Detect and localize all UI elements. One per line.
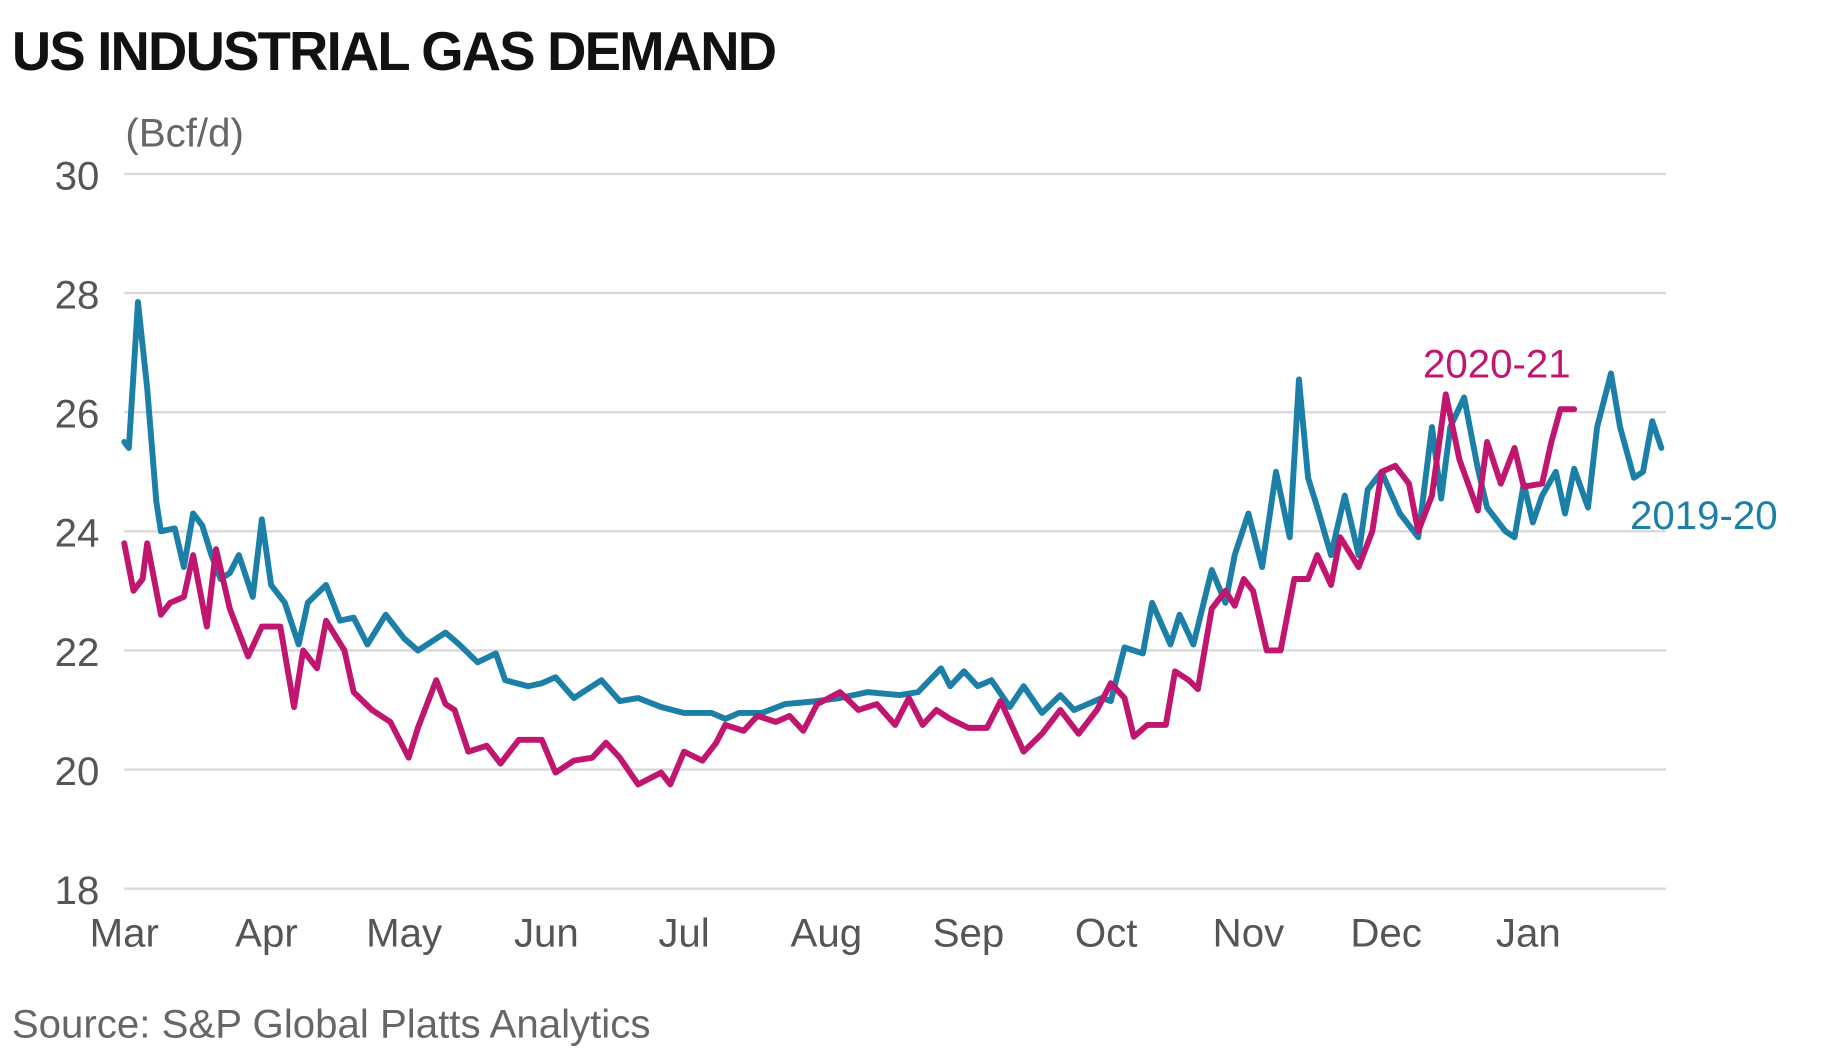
chart-title: US INDUSTRIAL GAS DEMAND — [12, 21, 775, 82]
y-tick-label: 18 — [55, 868, 100, 913]
x-tick-label: Dec — [1350, 911, 1422, 956]
x-tick-label: Sep — [933, 911, 1005, 956]
x-tick-label: Nov — [1213, 911, 1285, 956]
x-tick-label: Aug — [791, 911, 863, 956]
y-tick-label: 30 — [55, 153, 100, 198]
x-tick-label: Jun — [514, 911, 579, 956]
x-tick-label: Jul — [658, 911, 709, 956]
x-tick-label: Oct — [1075, 911, 1138, 956]
y-tick-label: 22 — [55, 630, 100, 675]
x-tick-label: Apr — [235, 911, 298, 956]
series-line — [121, 299, 1665, 722]
series-label: 2019-20 — [1630, 493, 1778, 538]
y-tick-label: 26 — [55, 392, 100, 437]
x-tick-label: May — [366, 911, 443, 956]
series-label: 2020-21 — [1423, 341, 1571, 386]
y-tick-label: 20 — [55, 749, 100, 794]
y-tick-label: 28 — [55, 272, 100, 317]
series-line — [121, 391, 1578, 788]
x-tick-label: Mar — [90, 911, 159, 956]
y-axis-label: (Bcf/d) — [125, 111, 243, 156]
y-tick-label: 24 — [55, 511, 100, 556]
x-tick-label: Jan — [1496, 911, 1561, 956]
source-note: Source: S&P Global Platts Analytics — [12, 1002, 651, 1047]
